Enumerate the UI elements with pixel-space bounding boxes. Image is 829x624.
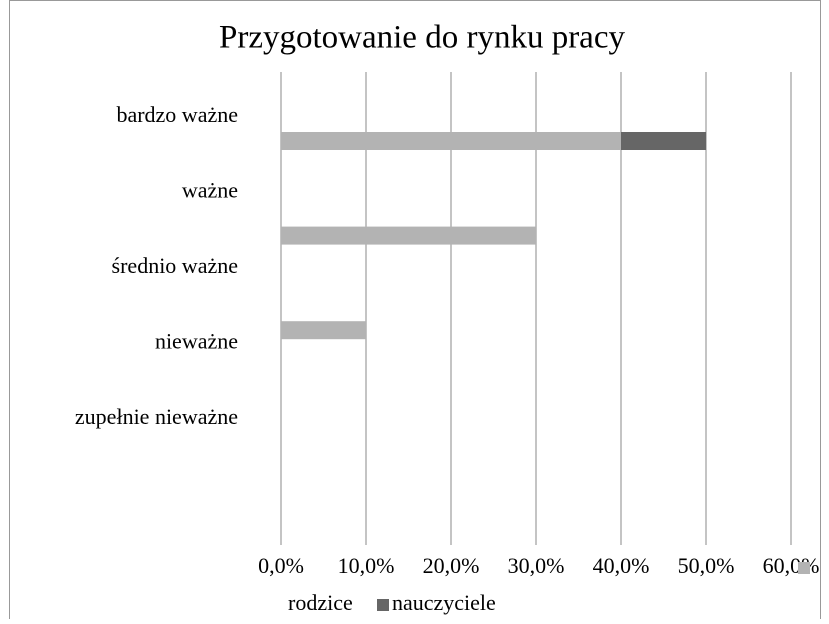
x-tick-label: 60,0% xyxy=(763,553,820,578)
x-tick-label: 10,0% xyxy=(338,553,395,578)
bar xyxy=(621,132,706,150)
chart-border xyxy=(9,0,821,619)
x-tick-label: 40,0% xyxy=(593,553,650,578)
x-tick-label: 20,0% xyxy=(423,553,480,578)
x-tick-label: 30,0% xyxy=(508,553,565,578)
x-tick-label: 0,0% xyxy=(258,553,304,578)
legend-label: rodzice xyxy=(288,590,353,615)
y-tick-label: bardzo ważne xyxy=(116,102,238,127)
x-tick-label: 50,0% xyxy=(678,553,735,578)
y-tick-label: ważne xyxy=(182,178,238,203)
legend-swatch xyxy=(798,562,810,574)
y-tick-label: nieważne xyxy=(155,329,238,354)
y-tick-label: zupełnie nieważne xyxy=(75,404,238,429)
y-tick-label: średnio ważne xyxy=(112,253,238,278)
legend-label: nauczyciele xyxy=(392,590,496,615)
bar xyxy=(281,226,536,245)
legend-swatch xyxy=(377,599,389,611)
bar xyxy=(281,321,366,340)
bar xyxy=(281,132,621,150)
chart-title: Przygotowanie do rynku pracy xyxy=(219,20,625,56)
